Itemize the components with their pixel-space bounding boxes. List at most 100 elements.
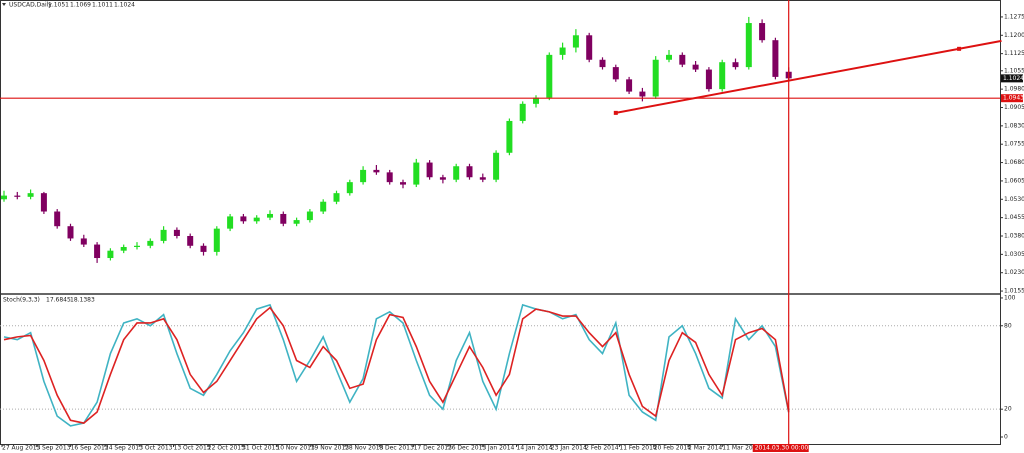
candle-body bbox=[479, 177, 486, 180]
candle-body bbox=[107, 250, 114, 259]
crosshair-label: 2014.03.30 00:00 bbox=[755, 445, 809, 452]
x-tick-label: 28 Nov 2013 bbox=[345, 445, 384, 452]
y-tick-label: 1.0230 bbox=[1004, 269, 1024, 276]
candle-body bbox=[519, 103, 526, 121]
candle-body bbox=[213, 228, 220, 252]
candle-body bbox=[400, 182, 406, 185]
x-tick-label: 8 Dec 2013 bbox=[379, 445, 414, 452]
y-tick-label: 1.0155 bbox=[1004, 288, 1024, 295]
candle-body bbox=[253, 217, 260, 222]
y-tick-label: 1.0605 bbox=[1004, 177, 1024, 184]
candle-body bbox=[426, 162, 433, 178]
candle-body bbox=[40, 193, 47, 212]
candle-body bbox=[386, 172, 393, 183]
x-tick-label: 5 Sep 2013 bbox=[36, 445, 70, 452]
candle-body bbox=[1, 195, 7, 200]
x-tick-label: 11 Feb 2014 bbox=[619, 445, 657, 452]
trendline-handle bbox=[613, 110, 618, 115]
candle-body bbox=[493, 152, 500, 180]
candle-body bbox=[14, 195, 21, 197]
last-price-label: 1.1024 bbox=[1003, 75, 1024, 82]
candle-body bbox=[200, 245, 207, 252]
candle-body bbox=[533, 97, 539, 104]
candle-body bbox=[160, 229, 167, 241]
x-tick-label: 24 Sep 2013 bbox=[105, 445, 143, 452]
indicator-k: 17.6845 bbox=[46, 297, 71, 304]
x-tick-label: 27 Aug 2013 bbox=[2, 445, 41, 452]
x-tick-label: 22 Oct 2013 bbox=[208, 445, 245, 452]
candle-body bbox=[453, 166, 460, 180]
y-tick-label: 1.1275 bbox=[1004, 13, 1024, 20]
x-tick-label: 26 Dec 2013 bbox=[448, 445, 487, 452]
candle-body bbox=[466, 166, 473, 178]
y-tick-label: 100 bbox=[1004, 294, 1016, 301]
candle-body bbox=[134, 245, 140, 248]
y-tick-label: 1.1125 bbox=[1004, 50, 1024, 57]
price-tag bbox=[1001, 94, 1023, 103]
y-tick-label: 1.0680 bbox=[1004, 159, 1024, 166]
candle-body bbox=[120, 247, 127, 251]
candle-body bbox=[732, 62, 739, 68]
ohlc-close: 1.1024 bbox=[114, 2, 135, 9]
x-tick-label: 31 Oct 2013 bbox=[242, 445, 279, 452]
candle-body bbox=[240, 216, 247, 222]
y-tick-label: 1.0980 bbox=[1004, 86, 1024, 93]
y-tick-label: 1.0455 bbox=[1004, 214, 1024, 221]
candle-body bbox=[147, 240, 154, 246]
candle-body bbox=[94, 244, 101, 259]
crosshair-tag bbox=[752, 444, 809, 452]
candle-body bbox=[719, 62, 726, 90]
candle-body bbox=[639, 91, 646, 97]
x-tick-label: 2 Feb 2014 bbox=[585, 445, 619, 452]
y-tick-label: 80 bbox=[1004, 322, 1012, 329]
candle-body bbox=[80, 238, 87, 245]
x-tick-label: 3 Oct 2013 bbox=[139, 445, 172, 452]
ohlc-high: 1.1069 bbox=[70, 2, 91, 9]
x-tick-label: 10 Nov 2013 bbox=[276, 445, 315, 452]
indicator-d: 18.1383 bbox=[70, 297, 95, 304]
candle-body bbox=[27, 193, 34, 197]
x-tick-label: 17 Dec 2013 bbox=[414, 445, 453, 452]
y-tick-label: 1.0380 bbox=[1004, 232, 1024, 239]
trendline-handle bbox=[957, 46, 962, 51]
candle-body bbox=[346, 182, 353, 194]
x-tick-label: 19 Nov 2013 bbox=[311, 445, 350, 452]
candle-body bbox=[267, 213, 273, 218]
candle-body bbox=[187, 235, 194, 246]
y-tick-label: 1.1055 bbox=[1004, 67, 1024, 74]
x-tick-label: 11 Mar 2014 bbox=[722, 445, 760, 452]
y-tick-label: 1.0830 bbox=[1004, 122, 1024, 129]
price-tag-label: 1.0943 bbox=[1003, 95, 1024, 102]
candle-body bbox=[559, 47, 566, 55]
menu-arrow[interactable] bbox=[2, 3, 6, 6]
trendline bbox=[615, 39, 1002, 114]
candle-body bbox=[506, 120, 513, 153]
y-tick-label: 0 bbox=[1004, 433, 1008, 440]
indicator-line bbox=[3, 306, 790, 424]
candle-body bbox=[546, 54, 553, 98]
candle-body bbox=[373, 169, 380, 173]
x-tick-label: 14 Jan 2014 bbox=[517, 445, 553, 452]
indicator-title: Stoch(9,3,3) bbox=[3, 297, 40, 304]
candle-body bbox=[360, 169, 367, 183]
candle-body bbox=[67, 226, 74, 239]
candle-body bbox=[599, 59, 606, 68]
candle-body bbox=[333, 193, 340, 202]
x-tick-label: 5 Jan 2014 bbox=[482, 445, 514, 452]
y-tick-label: 1.0905 bbox=[1004, 104, 1024, 111]
candle-body bbox=[572, 35, 579, 48]
x-tick-label: 13 Oct 2013 bbox=[174, 445, 211, 452]
ohlc-open: 1.1051 bbox=[48, 2, 69, 9]
candle-body bbox=[54, 211, 61, 227]
candle-body bbox=[626, 79, 633, 92]
x-tick-label: 23 Jan 2014 bbox=[551, 445, 587, 452]
candle-body bbox=[679, 54, 686, 65]
candle-body bbox=[413, 162, 420, 185]
candle-body bbox=[772, 40, 779, 77]
candle-body bbox=[293, 220, 300, 224]
candle-body bbox=[173, 229, 180, 236]
plot-frame bbox=[0, 0, 1001, 445]
last-price-tag bbox=[1001, 74, 1023, 83]
